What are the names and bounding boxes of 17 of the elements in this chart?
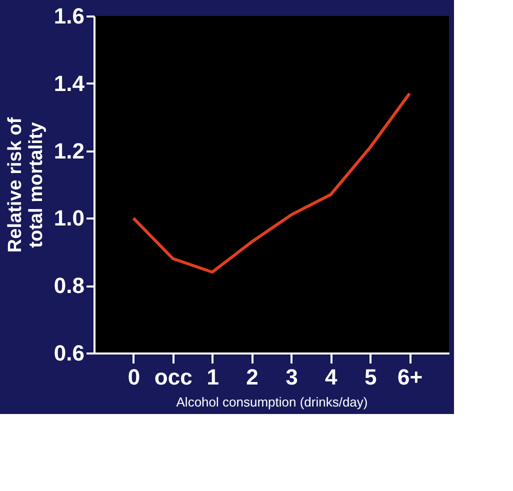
y-tick-label: 1.2	[54, 138, 84, 164]
x-tick-label: 1	[206, 364, 219, 390]
y-tick-label: 1.4	[54, 70, 86, 96]
y-axis-title: Relative risk of total mortality	[4, 116, 47, 253]
x-tick-label: 6+	[398, 364, 423, 390]
x-tick-label: 3	[286, 364, 298, 390]
y-tick-label: 1.6	[54, 4, 84, 28]
x-tick-label: 5	[364, 364, 377, 390]
line-series	[132, 92, 412, 274]
y-tick-label: 0.8	[54, 273, 84, 298]
x-tick-label: occ	[154, 364, 192, 390]
y-tick-label: 1.0	[54, 206, 84, 231]
x-axis-title: Alcohol consumption (drinks/day)	[176, 394, 368, 410]
x-tick-label: 2	[246, 364, 258, 390]
y-tick-label: 0.6	[54, 340, 84, 366]
x-tick-label: 0	[128, 364, 140, 390]
x-tick-label: 4	[325, 364, 338, 390]
